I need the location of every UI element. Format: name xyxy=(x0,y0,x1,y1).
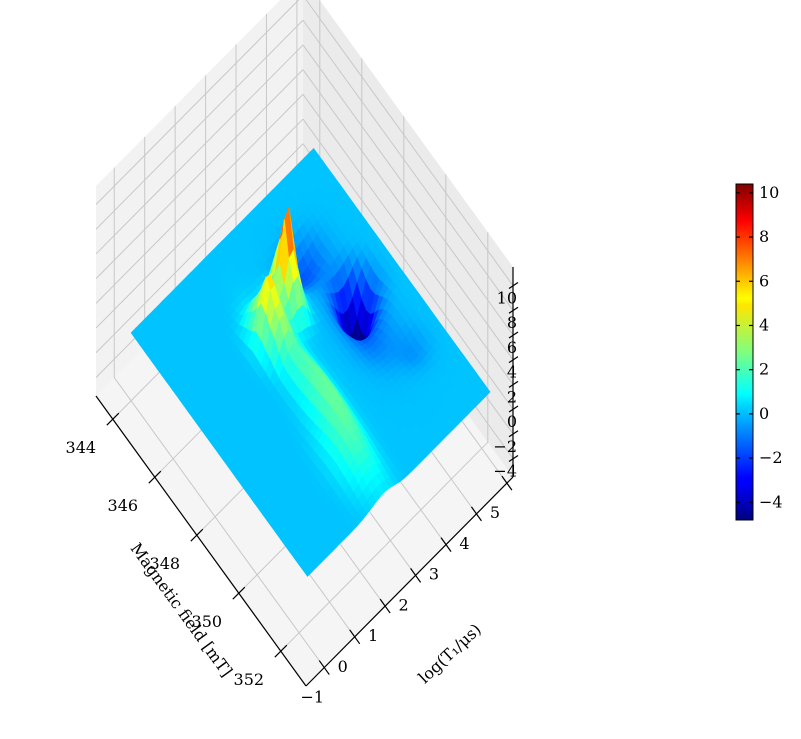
y-tick-mark xyxy=(190,528,204,542)
z-tick-label: 2 xyxy=(507,387,517,406)
z-tick-label: 10 xyxy=(497,289,517,308)
colorbar-tick-label: 10 xyxy=(759,183,779,202)
z-tick-label: −4 xyxy=(493,461,517,480)
colorbar-tick-label: 0 xyxy=(759,404,769,423)
grid-line xyxy=(95,19,304,230)
y-axis-line xyxy=(95,395,307,687)
z-tick-mark xyxy=(508,430,519,438)
grid-line xyxy=(302,94,514,385)
y-tick-label: 344 xyxy=(66,438,97,457)
surface-patch xyxy=(302,565,313,577)
x-tick-label: 1 xyxy=(368,626,378,645)
z-tick-mark xyxy=(508,405,519,413)
x-tick-mark xyxy=(410,568,422,583)
x-tick-label: 0 xyxy=(338,657,348,676)
x-tick-label: 4 xyxy=(459,534,469,553)
z-tick-mark xyxy=(508,380,519,388)
y-axis-ticks: 344 346 348 350 352 xyxy=(66,412,288,689)
y-tick-label: 348 xyxy=(150,554,181,573)
colorbar-tick-label: −2 xyxy=(759,448,783,467)
x-tick-label: −1 xyxy=(300,688,324,707)
surface-patch xyxy=(279,219,290,285)
grid-line xyxy=(95,143,304,354)
z-tick-label: 4 xyxy=(507,363,517,382)
y-tick-label: 346 xyxy=(108,496,139,515)
grid-line xyxy=(95,44,304,255)
x-axis-line xyxy=(305,476,514,687)
z-tick-label: 0 xyxy=(507,412,517,431)
y-tick-mark xyxy=(274,644,288,658)
surface xyxy=(130,147,491,577)
x-tick-mark xyxy=(501,475,513,491)
x-axis-label: log(T₁/μs) xyxy=(415,620,485,687)
z-tick-label: 6 xyxy=(507,338,517,357)
back-pane xyxy=(96,0,303,396)
x-tick-mark xyxy=(318,660,330,675)
grid-line xyxy=(302,19,514,311)
grid-line xyxy=(95,0,300,205)
z-tick-mark xyxy=(508,454,519,462)
colorbar-tick-label: 4 xyxy=(759,315,769,334)
x-tick-label: 3 xyxy=(429,565,439,584)
grid-line xyxy=(95,69,304,279)
x-tick-mark xyxy=(349,629,361,645)
z-tick-label: 8 xyxy=(507,313,517,332)
z-tick-mark xyxy=(508,306,519,314)
grid-line xyxy=(113,377,325,668)
z-tick-mark xyxy=(508,356,519,364)
z-tick-mark xyxy=(508,331,519,339)
z-axis-ticks: −4 −2 0 2 4 6 8 10 xyxy=(493,282,519,480)
grid-line xyxy=(302,69,514,360)
x-tick-mark xyxy=(470,506,482,522)
colorbar: −4 −2 0 2 4 6 8 10 xyxy=(735,183,783,521)
grid-line xyxy=(305,0,514,286)
grid-line xyxy=(302,118,514,410)
colorbar-tick-label: −4 xyxy=(759,492,783,511)
x-tick-label: 2 xyxy=(398,595,408,614)
x-tick-mark xyxy=(379,598,391,614)
grid-line xyxy=(302,44,514,336)
y-tick-label: 352 xyxy=(234,670,265,689)
colorbar-tick-label: 2 xyxy=(759,360,769,379)
colorbar-tick-label: 6 xyxy=(759,271,769,290)
y-tick-mark xyxy=(148,470,162,484)
y-tick-mark xyxy=(106,412,120,426)
x-tick-mark xyxy=(440,537,452,552)
x-tick-label: 5 xyxy=(490,503,500,522)
x-axis-ticks: −1 0 1 2 3 4 5 xyxy=(300,475,513,707)
axes xyxy=(95,267,514,687)
grid-line xyxy=(280,441,489,652)
grid-line xyxy=(95,94,304,304)
grid-line xyxy=(95,118,304,329)
y-tick-label: 350 xyxy=(192,612,223,631)
z-tick-mark xyxy=(508,282,519,290)
colorbar-tick-label: 8 xyxy=(759,227,769,246)
colorbar-ticks: −4 −2 0 2 4 6 8 10 xyxy=(736,183,783,511)
y-tick-mark xyxy=(232,586,246,600)
z-tick-label: −2 xyxy=(493,437,517,456)
colorbar-gradient xyxy=(735,183,754,521)
